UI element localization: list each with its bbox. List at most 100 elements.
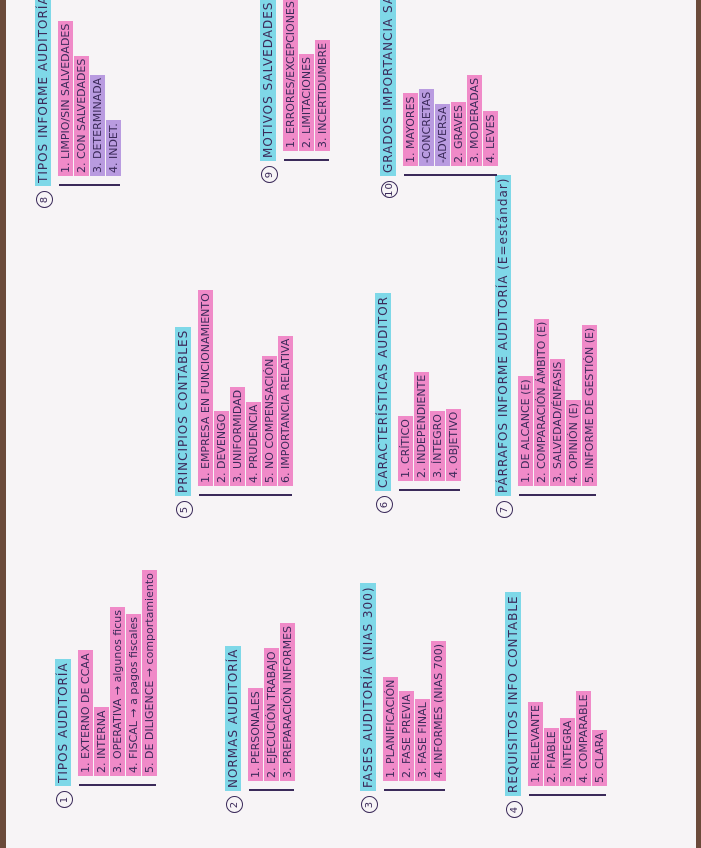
item: 2. EJECUCIÓN TRABAJO — [264, 623, 279, 781]
item-text: 3. OPERATIVA → algunos ficus — [110, 607, 125, 776]
notes: 1 TIPOS AUDITORÍA 1. EXTERNO DE CCAA 2. INT… — [6, 0, 701, 848]
item-text: 3. ÍNTEGRO — [430, 411, 445, 481]
section: 5 PRINCIPIOS CONTABLES 1. EMPRESA EN FUNCI… — [175, 290, 295, 518]
item: 1. PERSONALES — [248, 623, 263, 781]
item: 1. PLANIFICACIÓN — [383, 583, 398, 781]
item-text: 5. NO COMPENSACIÓN — [262, 355, 277, 486]
section-number: 10 — [381, 181, 398, 198]
item-text: 4. LEVES — [483, 111, 498, 166]
title-text: TIPOS INFORME AUDITORÍA — [35, 0, 51, 186]
title-text: FASES AUDITORÍA (NIAS 300) — [360, 583, 376, 791]
item-list: 1. LIMPIO/SIN SALVEDADES 2. CON SALVEDADE… — [58, 0, 121, 186]
item: 4. LEVES — [483, 0, 498, 166]
item-text: -ADVERSA — [435, 103, 450, 166]
item: 4. COMPARABLE — [576, 592, 591, 786]
item-text: 5. CLARA — [592, 729, 607, 786]
section-title: 9 MOTIVOS SALVEDADES — [260, 0, 278, 183]
item-list: 1. MAYORES -CONCRETAS -ADVERSA 2. GRAVES 3. … — [403, 0, 498, 176]
section-title: 7 PÁRRAFOS INFORME AUDITORÍA (E=estándar) — [495, 174, 513, 518]
section-title: 3 FASES AUDITORÍA (NIAS 300) — [360, 583, 378, 813]
item-text: 2. FASE PREVIA — [399, 691, 414, 781]
item-text: 2. CON SALVEDADES — [74, 55, 89, 176]
item-text: 3. DETERMINADA — [90, 74, 105, 176]
item: -CONCRETAS — [419, 0, 434, 166]
title-text: MOTIVOS SALVEDADES — [260, 0, 276, 161]
item: 4. INDET. — [106, 0, 121, 176]
item: 1. CRÍTICO — [398, 293, 413, 481]
item: 1. ERRORES/EXCEPCIONES — [283, 0, 298, 151]
item-text: 3. INCERTIDUMBRE — [315, 39, 330, 151]
item: 3. UNIFORMIDAD — [230, 290, 245, 486]
item-list: 1. RELEVANTE 2. FIABLE 3. ÍNTEGRA 4. COMPAR… — [528, 592, 607, 796]
item-text: 4. FISCAL → a pagos fiscales — [126, 614, 141, 776]
section-title: 1 TIPOS AUDITORÍA — [55, 570, 73, 808]
section: 7 PÁRRAFOS INFORME AUDITORÍA (E=estándar)… — [495, 174, 599, 518]
item: 2. CON SALVEDADES — [74, 0, 89, 176]
item: 6. IMPORTANCIA RELATIVA — [278, 290, 293, 486]
title-text: REQUISITOS INFO CONTABLE — [505, 592, 521, 796]
item-text: 3. UNIFORMIDAD — [230, 386, 245, 486]
title-text: NORMAS AUDITORÍA — [225, 645, 241, 791]
section-number: 6 — [376, 496, 393, 513]
item: 4. INFORMES (NIAS 700) — [431, 583, 446, 781]
item: 1. EMPRESA EN FUNCIONAMIENTO — [198, 290, 213, 486]
item-text: 2. COMPARACIÓN ÁMBITO (E) — [534, 318, 549, 486]
item-list: 1. PERSONALES 2. EJECUCIÓN TRABAJO 3. PREP… — [248, 622, 295, 791]
section-title: 10 GRADOS IMPORTANCIA SALVEDADES — [380, 0, 398, 198]
item: 2. FIABLE — [544, 592, 559, 786]
section: 10 GRADOS IMPORTANCIA SALVEDADES 1. MAYORE… — [380, 0, 500, 198]
title-text: PÁRRAFOS INFORME AUDITORÍA (E=estándar) — [495, 174, 511, 496]
section-title: 8 TIPOS INFORME AUDITORÍA — [35, 0, 53, 208]
section-title: 6 CARACTERÍSTICAS AUDITOR — [375, 293, 393, 513]
item: 2. INDEPENDIENTE — [414, 293, 429, 481]
item-list: 1. ERRORES/EXCEPCIONES 2. LIMITACIONES 3. … — [283, 0, 330, 161]
item-list: 1. EMPRESA EN FUNCIONAMIENTO 2. DEVENGO 3.… — [198, 290, 293, 496]
item-text: 2. INTERNA — [94, 707, 109, 776]
section: 9 MOTIVOS SALVEDADES 1. ERRORES/EXCEPCIONE… — [260, 0, 332, 183]
item: 3. FASE FINAL — [415, 583, 430, 781]
section-title: 4 REQUISITOS INFO CONTABLE — [505, 592, 523, 818]
section: 3 FASES AUDITORÍA (NIAS 300) 1. PLANIFICAC… — [360, 583, 448, 813]
item-text: 1. RELEVANTE — [528, 702, 543, 786]
item-text: 3. SALVEDAD/ÉNFASIS — [550, 358, 565, 486]
item-text: 3. PREPARACIÓN INFORMES — [280, 622, 295, 781]
item-text: 5. DE DILIGENCE → comportamiento — [142, 570, 157, 776]
item: 3. INCERTIDUMBRE — [315, 0, 330, 151]
item-text: 3. MODERADAS — [467, 74, 482, 166]
item: 3. PREPARACIÓN INFORMES — [280, 622, 295, 781]
item: 4. FISCAL → a pagos fiscales — [126, 570, 141, 776]
item: 2. FASE PREVIA — [399, 583, 414, 781]
item-text: 1. LIMPIO/SIN SALVEDADES — [58, 20, 73, 176]
item-text: 5. INFORME DE GESTIÓN (E) — [582, 324, 597, 486]
item-text: 4. OPINIÓN (E) — [566, 400, 581, 486]
item-text: 1. ERRORES/EXCEPCIONES — [283, 0, 298, 151]
item-text: 4. INDET. — [106, 120, 121, 176]
item-text: 2. DEVENGO — [214, 410, 229, 486]
item: 1. DE ALCANCE (E) — [518, 175, 533, 486]
item-text: 1. PLANIFICACIÓN — [383, 676, 398, 781]
item-text: 4. INFORMES (NIAS 700) — [431, 640, 446, 781]
item: 5. NO COMPENSACIÓN — [262, 290, 277, 486]
item-text: 1. EXTERNO DE CCAA — [78, 650, 93, 776]
item-text: 4. COMPARABLE — [576, 691, 591, 786]
item: 4. PRUDENCIA — [246, 290, 261, 486]
section-number: 8 — [36, 191, 53, 208]
item: 5. INFORME DE GESTIÓN (E) — [582, 175, 597, 486]
item: 3. MODERADAS — [467, 0, 482, 166]
item: 2. INTERNA — [94, 570, 109, 776]
item-text: 2. EJECUCIÓN TRABAJO — [264, 648, 279, 781]
item-text: 2. INDEPENDIENTE — [414, 371, 429, 481]
section: 6 CARACTERÍSTICAS AUDITOR 1. CRÍTICO 2. IND… — [375, 293, 463, 513]
item-text: 6. IMPORTANCIA RELATIVA — [278, 335, 293, 486]
item-text: 2. LIMITACIONES — [299, 53, 314, 151]
item: 3. SALVEDAD/ÉNFASIS — [550, 175, 565, 486]
item-text: 1. PERSONALES — [248, 688, 263, 781]
section-number: 3 — [361, 796, 378, 813]
item: 4. OPINIÓN (E) — [566, 175, 581, 486]
item: 3. ÍNTEGRA — [560, 592, 575, 786]
section: 2 NORMAS AUDITORÍA 1. PERSONALES 2. EJECUCI… — [225, 622, 297, 813]
item: 1. EXTERNO DE CCAA — [78, 570, 93, 776]
item-text: 4. PRUDENCIA — [246, 401, 261, 486]
section-number: 7 — [496, 501, 513, 518]
